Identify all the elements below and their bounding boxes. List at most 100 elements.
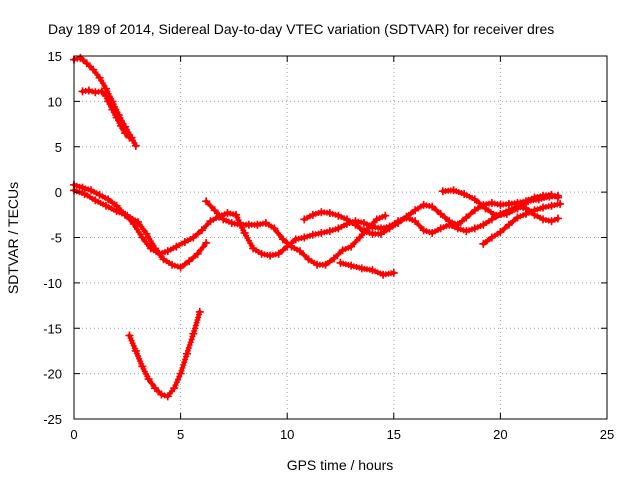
- data-point: [428, 202, 437, 211]
- data-point: [84, 86, 93, 95]
- data-point: [172, 242, 181, 251]
- data-point: [232, 210, 241, 219]
- data-point: [163, 247, 172, 256]
- data-point: [394, 218, 403, 227]
- data-point: [308, 210, 317, 219]
- data-point: [236, 220, 245, 229]
- y-tick-label: -25: [43, 412, 62, 427]
- data-point: [223, 208, 232, 217]
- data-point: [270, 224, 279, 233]
- data-point: [131, 346, 140, 355]
- data-point: [385, 224, 394, 233]
- data-point: [82, 59, 91, 68]
- data-point: [502, 209, 511, 218]
- data-point: [338, 246, 347, 255]
- y-tick-label: -5: [50, 231, 62, 246]
- y-tick-label: 5: [55, 140, 62, 155]
- data-point: [460, 189, 469, 198]
- data-point: [76, 53, 85, 62]
- data-point: [449, 186, 458, 195]
- data-point: [87, 186, 96, 195]
- data-point: [317, 208, 326, 217]
- data-point: [504, 220, 513, 229]
- data-point: [131, 141, 140, 150]
- data-point: [193, 249, 202, 258]
- data-point: [189, 329, 198, 338]
- data-point: [479, 220, 488, 229]
- x-tick-label: 5: [177, 427, 184, 442]
- data-point: [304, 255, 313, 264]
- data-point: [428, 228, 437, 237]
- data-point: [492, 211, 501, 220]
- data-point: [377, 229, 386, 238]
- y-tick-label: -10: [43, 276, 62, 291]
- data-point: [278, 235, 287, 244]
- data-point: [470, 195, 479, 204]
- data-point: [402, 212, 411, 221]
- data-point: [334, 211, 343, 220]
- data-point: [336, 258, 345, 267]
- data-point: [151, 384, 160, 393]
- data-point: [481, 204, 490, 213]
- series-track-8: [438, 186, 562, 220]
- data-point: [524, 197, 533, 206]
- data-point: [157, 390, 166, 399]
- data-point: [419, 200, 428, 209]
- data-point: [189, 233, 198, 242]
- data-point: [287, 242, 296, 251]
- data-point: [274, 249, 283, 258]
- plot-frame: [73, 55, 608, 420]
- data-point: [291, 235, 300, 244]
- data-point: [163, 392, 172, 401]
- data-point: [539, 215, 548, 224]
- data-point: [389, 268, 398, 277]
- data-point: [347, 261, 356, 270]
- data-point: [530, 206, 539, 215]
- data-point: [521, 209, 530, 218]
- data-point: [513, 213, 522, 222]
- data-point: [411, 206, 420, 215]
- data-point: [142, 229, 151, 238]
- data-point: [351, 220, 360, 229]
- data-point: [539, 203, 548, 212]
- data-point: [138, 233, 147, 242]
- data-point: [78, 87, 87, 96]
- data-point: [182, 349, 191, 358]
- data-point: [368, 266, 377, 275]
- data-point: [379, 270, 388, 279]
- data-point: [125, 331, 134, 340]
- data-point: [257, 249, 266, 258]
- data-point: [89, 65, 98, 74]
- data-point: [342, 215, 351, 224]
- data-point: [479, 239, 488, 248]
- data-point: [95, 190, 104, 199]
- data-point: [91, 196, 100, 205]
- data-point: [321, 260, 330, 269]
- data-point: [144, 375, 153, 384]
- data-point: [104, 195, 113, 204]
- data-point: [308, 230, 317, 239]
- series-track-2: [78, 86, 134, 142]
- data-point: [553, 214, 562, 223]
- data-point: [116, 121, 125, 130]
- series-markers: [337, 259, 397, 278]
- data-point: [470, 206, 479, 215]
- data-point: [138, 362, 147, 371]
- data-point: [112, 207, 121, 216]
- data-point: [197, 226, 206, 235]
- data-point: [330, 254, 339, 263]
- data-point: [168, 260, 177, 269]
- data-point: [249, 244, 258, 253]
- data-point: [101, 201, 110, 210]
- data-point: [334, 224, 343, 233]
- data-point: [133, 218, 142, 227]
- data-point: [462, 213, 471, 222]
- data-point: [80, 189, 89, 198]
- data-point: [453, 220, 462, 229]
- data-point: [381, 211, 390, 220]
- data-point: [180, 238, 189, 247]
- data-point: [547, 201, 556, 210]
- data-point: [195, 307, 204, 316]
- data-point: [504, 199, 513, 208]
